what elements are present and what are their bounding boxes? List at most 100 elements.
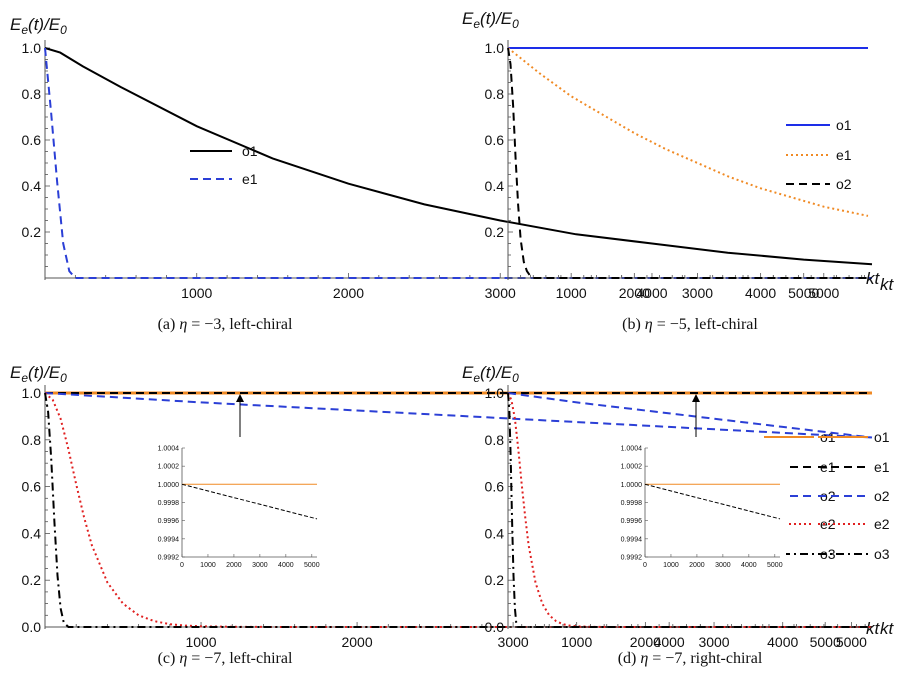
x-tick-label: 2000 — [341, 634, 372, 650]
x-tick-label: 3000 — [682, 285, 713, 301]
inset-arrow-head — [692, 394, 700, 402]
x-tick-label: 1000 — [561, 634, 592, 650]
x-tick-label: 4000 — [636, 285, 667, 301]
x-tick-label: 5000 — [810, 634, 841, 650]
legend-label-o2: o2 — [820, 488, 836, 504]
y-tick-label: 0.8 — [485, 432, 505, 448]
x-tick-label: 4000 — [767, 634, 798, 650]
x-tick-label: 1000 — [181, 285, 212, 301]
inset-series-line-e1 — [644, 483, 781, 520]
legend-label-o1: o1 — [874, 429, 890, 445]
x-tick-label: 5000 — [788, 285, 819, 301]
y-tick-label: 0.2 — [485, 224, 505, 240]
x-tick-label: 1000 — [185, 634, 216, 650]
inset-x-tick-label: 0 — [180, 562, 184, 569]
inset-y-tick-label: 1.0004 — [158, 446, 180, 453]
panel-caption: (a) η = −3, left-chiral — [158, 316, 293, 333]
y-tick-label: 0.4 — [22, 525, 42, 541]
legend-label-o1: o1 — [242, 143, 258, 159]
y-tick-label: 0.2 — [22, 572, 42, 588]
legend: o1 e1 o2 e2 o3 — [818, 429, 890, 562]
y-tick-label: 0.2 — [22, 224, 42, 240]
panel-caption: (d) η = −7, right-chiral — [618, 650, 763, 667]
legend: o1 e1 o2 — [786, 117, 852, 192]
inset-x-tick-label: 5000 — [304, 562, 320, 569]
legend-label-e2: e2 — [874, 516, 890, 532]
y-axis-label: Ee(t)/E0 — [462, 9, 519, 31]
series-line-o2 — [507, 47, 868, 279]
x-axis-label: kt — [866, 269, 881, 288]
legend-label-e1: e1 — [820, 459, 836, 475]
inset-background — [180, 440, 323, 571]
x-tick-label: 4000 — [745, 285, 776, 301]
inset-y-tick-label: 0.9992 — [158, 555, 180, 562]
x-tick-label: 2000 — [619, 285, 650, 301]
legend-label-e1: e1 — [874, 459, 890, 475]
x-tick-label: 5000 — [836, 634, 867, 650]
inset-x-tick-label: 4000 — [741, 562, 757, 569]
legend-label-e1: e1 — [242, 171, 258, 187]
y-tick-label: 1.0 — [485, 385, 505, 401]
series-line-o2 — [507, 392, 873, 439]
inset-x-tick-label: 2000 — [689, 562, 705, 569]
y-tick-label: 0.6 — [485, 132, 505, 148]
legend-label-o2: o2 — [836, 176, 852, 192]
x-axis-label: kt — [866, 619, 881, 638]
chart-panel-3: 1000 2000 3000 4000 5000 0.0 0.2 0.4 0.6 0.8 1.0 o1… — [485, 385, 895, 650]
y-tick-label: 0.6 — [485, 479, 505, 495]
x-axis-label: kt — [880, 275, 895, 294]
inset-y-tick-label: 1.0002 — [158, 464, 180, 471]
x-tick-label: 4000 — [654, 634, 685, 650]
inset-x-tick-label: 1000 — [200, 562, 216, 569]
inset: 0 1000 2000 3000 4000 5000 0.9992 0.9994 0.9996 0… — [621, 394, 786, 571]
legend-label-o3: o3 — [874, 546, 890, 562]
chart-panel-1: 1000 2000 3000 4000 5000 0.2 0.4 0.6 0.8 1.0 o1e1o… — [485, 40, 895, 301]
y-axis-label: Ee(t)/E0 — [10, 363, 67, 385]
inset-x-tick-label: 4000 — [278, 562, 294, 569]
legend-label-e2: e2 — [820, 516, 836, 532]
y-tick-label: 0.8 — [22, 432, 42, 448]
inset-x-tick-label: 5000 — [767, 562, 783, 569]
inset-y-tick-label: 1.0002 — [621, 464, 643, 471]
inset-y-tick-label: 0.9994 — [621, 536, 643, 543]
y-tick-label: 1.0 — [22, 385, 42, 401]
series-line-o3 — [44, 392, 872, 628]
series-line-o1 — [44, 47, 873, 266]
y-tick-label: 0.8 — [22, 86, 42, 102]
legend: o1 e1 — [190, 143, 258, 187]
y-tick-label: 0.4 — [485, 178, 505, 194]
y-axis-label: Ee(t)/E0 — [10, 15, 67, 37]
inset-y-tick-label: 0.9992 — [621, 555, 643, 562]
y-tick-label: 0.6 — [22, 132, 42, 148]
inset-x-tick-label: 3000 — [715, 562, 731, 569]
x-tick-label: 3000 — [485, 285, 516, 301]
inset-y-tick-label: 0.9998 — [621, 500, 643, 507]
y-tick-label: 0.8 — [485, 86, 505, 102]
series-line-o2 — [44, 392, 873, 439]
inset-x-tick-label: 3000 — [252, 562, 268, 569]
y-tick-label: 0.4 — [485, 525, 505, 541]
legend-label-o2: o2 — [874, 488, 890, 504]
legend-label-o1: o1 — [836, 117, 852, 133]
series-line-o3 — [507, 392, 872, 628]
panel-caption: (b) η = −5, left-chiral — [622, 316, 758, 333]
panel-caption: (c) η = −7, left-chiral — [158, 650, 293, 667]
series-line-e1 — [44, 47, 872, 279]
x-tick-label: 2000 — [630, 634, 661, 650]
inset-series-line-e1 — [181, 483, 318, 520]
chart-panel-2: 1000 2000 3000 4000 50000.00.20.40.60.81.0o1… — [22, 385, 881, 650]
chart-panel-0: 1000 2000 3000 4000 5000 0.2 0.4 0.6 0.8 1.0 o1 e1 k… — [22, 40, 881, 301]
y-tick-label: 0.0 — [22, 619, 42, 635]
y-tick-label: 0.6 — [22, 479, 42, 495]
x-tick-label: 1000 — [556, 285, 587, 301]
y-tick-label: 1.0 — [485, 40, 505, 56]
x-tick-label: 3000 — [698, 634, 729, 650]
x-tick-label: 3000 — [498, 634, 529, 650]
inset-y-tick-label: 0.9996 — [158, 518, 180, 525]
x-tick-label: 5000 — [808, 285, 839, 301]
inset-x-tick-label: 0 — [643, 562, 647, 569]
y-tick-label: 0.0 — [485, 619, 505, 635]
legend-label-o3: o3 — [820, 546, 836, 562]
y-tick-label: 1.0 — [22, 40, 42, 56]
